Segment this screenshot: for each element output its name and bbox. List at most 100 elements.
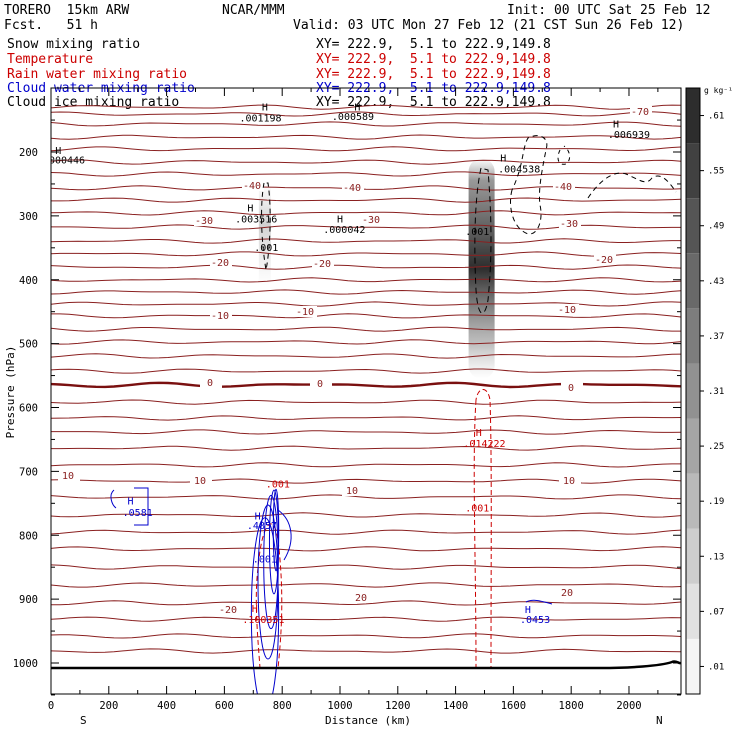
isotherm-label-bg xyxy=(295,306,317,317)
isotherm-label: -70 xyxy=(631,107,649,118)
y-tick-label: 700 xyxy=(19,466,38,478)
zero-isotherm xyxy=(51,381,681,389)
isotherm-label: 10 xyxy=(563,476,575,487)
colorbar-segment xyxy=(686,528,700,584)
colorbar-tick-label: .49 xyxy=(708,222,724,232)
maximum-label: .001198 xyxy=(239,113,281,124)
isotherm-label: 20 xyxy=(355,593,367,604)
maximum-label: H xyxy=(127,497,133,508)
colorbar-segment xyxy=(686,308,700,364)
isotherm-line xyxy=(51,494,681,500)
y-tick-label: 300 xyxy=(19,211,38,223)
maximum-label: .000589 xyxy=(332,112,374,123)
maximum-label: H xyxy=(255,511,261,522)
cloud-ice-contour xyxy=(510,135,548,235)
x-tick-label: 2000 xyxy=(616,700,641,712)
maximum-label: .100351 xyxy=(242,615,284,626)
legend-xy-cloud-ice: XY= 222.9, 5.1 to 222.9,149.8 xyxy=(316,95,551,110)
isotherm-label-bg xyxy=(200,377,222,388)
y-tick-label: 200 xyxy=(19,147,38,159)
isotherm-label-bg xyxy=(310,378,332,389)
isotherm-label-bg xyxy=(594,254,616,265)
isotherm-label: 10 xyxy=(194,476,206,487)
maximum-label: .006939 xyxy=(608,130,650,141)
maximum-label: .4857 xyxy=(247,521,277,532)
snow-shading-column xyxy=(468,158,495,379)
isotherm-label: -20 xyxy=(313,259,331,270)
colorbar-tick-label: .25 xyxy=(708,442,724,452)
cloud-water-contour xyxy=(110,489,117,509)
forecast-hour: Fcst. 51 h xyxy=(4,18,98,33)
isotherm-label: 10 xyxy=(346,486,358,497)
isotherm-line xyxy=(51,185,681,191)
x-tick-label: 200 xyxy=(99,700,118,712)
maximum-label: .001 xyxy=(465,504,489,515)
isotherm-label-bg xyxy=(557,304,579,315)
maximum-label: H xyxy=(525,605,531,616)
y-tick-label: 1000 xyxy=(13,658,38,670)
isotherm-label-bg xyxy=(194,215,216,226)
x-tick-label: 1800 xyxy=(559,700,584,712)
isotherm-line xyxy=(51,648,681,654)
colorbar-unit: g kg⁻¹ xyxy=(704,86,733,95)
isotherm-label-bg xyxy=(218,604,240,615)
cloud-water-contour xyxy=(134,487,149,526)
colorbar-tick-label: .31 xyxy=(708,387,724,397)
isotherm-line xyxy=(51,111,681,117)
isotherm-label: -40 xyxy=(343,183,361,194)
colorbar-tick-label: .13 xyxy=(708,552,724,562)
isotherm-label-bg xyxy=(557,587,579,598)
north-end-label: N xyxy=(656,714,663,727)
isotherm-line xyxy=(51,616,681,622)
isotherm-line xyxy=(51,478,681,484)
plot-frame xyxy=(50,87,682,695)
isotherm-line xyxy=(51,238,681,244)
snow-contour xyxy=(261,182,271,271)
isotherm-line xyxy=(51,326,681,332)
maximum-label: .001 xyxy=(465,227,489,238)
y-axis-title: Pressure (hPa) xyxy=(4,346,17,439)
maximum-label: H xyxy=(247,203,253,214)
colorbar-tick-label: .43 xyxy=(708,277,724,287)
isotherm-label-bg xyxy=(559,218,581,229)
colorbar-segment xyxy=(686,143,700,199)
isotherm-label: -10 xyxy=(558,305,576,316)
terrain-line xyxy=(51,660,681,670)
isotherm-label-bg xyxy=(342,182,364,193)
cloud-ice-contour xyxy=(557,145,571,165)
plot-area: -70 -40 -40 -40 -30 -30 -30 -20 -20 -20 -10 -10 -10 0… xyxy=(43,102,681,694)
maximum-label: H xyxy=(476,428,482,439)
colorbar-segment xyxy=(686,418,700,474)
legend-xy-temperature: XY= 222.9, 5.1 to 222.9,149.8 xyxy=(316,52,551,67)
colorbar-tick-label: .37 xyxy=(708,332,724,342)
maximum-label: .001 xyxy=(253,555,277,566)
valid-time: Valid: 03 UTC Mon 27 Feb 12 (21 CST Sun … xyxy=(293,18,684,33)
y-tick-label: 500 xyxy=(19,339,38,351)
cloud-water-contour xyxy=(525,599,553,605)
colorbar-segment xyxy=(686,253,700,309)
cloud-ice-contour xyxy=(587,172,677,199)
y-tick-label: 600 xyxy=(19,403,38,415)
isotherm-label: -20 xyxy=(595,255,613,266)
maximum-label: .000042 xyxy=(323,225,365,236)
maximum-label: H xyxy=(252,604,258,615)
cloud-water-contour xyxy=(272,488,280,572)
isotherm-label: -20 xyxy=(211,258,229,269)
y-tick-label: 900 xyxy=(19,594,38,606)
isotherm-label-bg xyxy=(210,310,232,321)
isotherm-line xyxy=(51,121,681,127)
isotherm-label-bg xyxy=(553,181,575,192)
isotherm-label-bg xyxy=(210,257,232,268)
maximum-label: .000446 xyxy=(43,155,85,166)
x-tick-label: 1000 xyxy=(327,700,352,712)
x-tick-label: 800 xyxy=(273,700,292,712)
isotherm-line xyxy=(51,251,681,257)
isotherm-line xyxy=(51,600,681,606)
center-label: NCAR/MMM xyxy=(222,3,285,18)
colorbar-segment xyxy=(686,583,700,639)
south-end-label: S xyxy=(80,714,87,727)
y-tick-label: 800 xyxy=(19,530,38,542)
maximum-label: .0453 xyxy=(520,615,550,626)
cloud-water-contour xyxy=(250,517,280,694)
legend-xy-snow: XY= 222.9, 5.1 to 222.9,149.8 xyxy=(316,37,551,52)
